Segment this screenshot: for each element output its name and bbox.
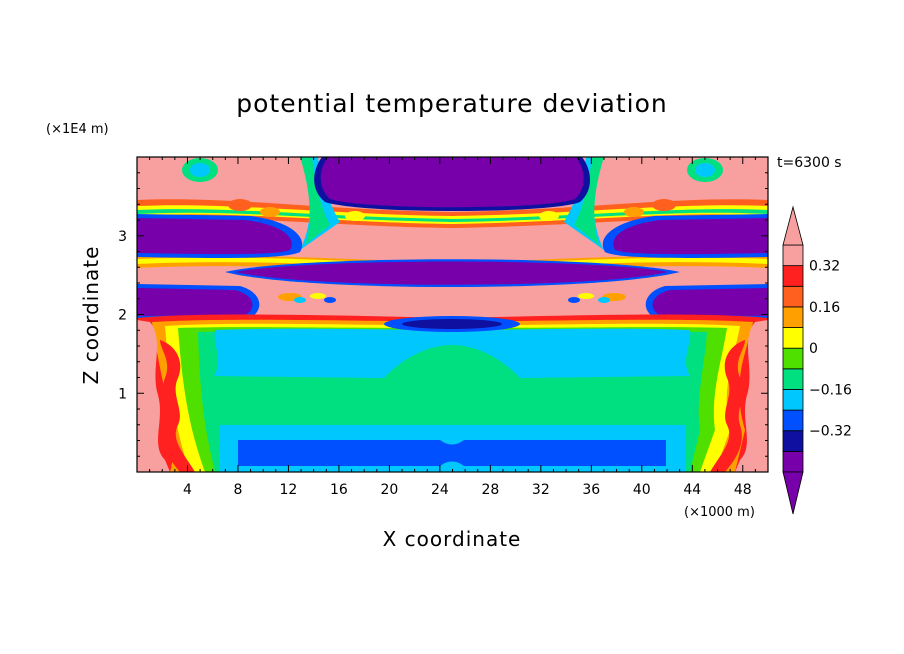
- colorbar-segment: [782, 347, 804, 370]
- colorbar-segment: [782, 285, 804, 308]
- colorbar-segment: [782, 244, 804, 267]
- colorbar-segment: [782, 389, 804, 411]
- central-small-negative-cell: [402, 319, 502, 329]
- colorbar-segment: [782, 409, 804, 432]
- x-tick-label: 24: [431, 482, 449, 498]
- colorbar-segment: [782, 450, 804, 473]
- x-tick-label: 8: [233, 482, 242, 498]
- y-tick-label: 1: [118, 386, 127, 402]
- y-tick-label: 2: [118, 308, 127, 324]
- right-lower-red-tongue: [710, 340, 745, 472]
- colorbar-segment: [782, 265, 804, 287]
- contour-field: [137, 157, 768, 472]
- colorbar-segment: [782, 368, 804, 390]
- x-unit-label: (×1000 m): [684, 505, 755, 520]
- colorbar-segment: [782, 327, 804, 349]
- x-tick-label: 48: [734, 482, 752, 498]
- time-label: t=6300 s: [777, 155, 842, 171]
- right-upper-negative-band: [613, 218, 768, 255]
- right-lower-negative-band: [652, 288, 768, 316]
- colorbar-tick-label: 0.16: [809, 300, 840, 316]
- upper-shear-band-red: [137, 199, 768, 228]
- right-plume-green: [574, 157, 604, 245]
- x-tick-label: 40: [633, 482, 651, 498]
- y-tick-label: 3: [118, 229, 127, 245]
- left-lower-red-tongue: [160, 340, 195, 472]
- x-tick-label: 28: [481, 482, 499, 498]
- left-lower-negative-band: [137, 288, 253, 316]
- x-tick-label: 44: [683, 482, 701, 498]
- near-surface-blue-band: [238, 440, 666, 466]
- central-negative-lens: [235, 261, 668, 285]
- x-tick-label: 36: [582, 482, 600, 498]
- x-tick-label: 4: [183, 482, 192, 498]
- x-tick-label: 20: [380, 482, 398, 498]
- colorbar: 0.32 0.16 0 −0.16 −0.32: [782, 205, 852, 515]
- mid-upper-yellow-band: [137, 257, 768, 268]
- colorbar-tick-label: 0.32: [809, 259, 840, 275]
- colorbar-segment: [782, 306, 804, 328]
- x-axis-ticks: 4 8 12 16 20 24 28 32 36 40 44 48: [149, 157, 756, 498]
- x-tick-label: 16: [330, 482, 348, 498]
- colorbar-tick-label: −0.32: [809, 424, 852, 440]
- chart-title: potential temperature deviation: [236, 89, 667, 118]
- x-tick-label: 12: [280, 482, 298, 498]
- left-warm-edge: [137, 320, 170, 472]
- colorbar-tick-label: −0.16: [809, 382, 852, 398]
- x-tick-label: 32: [532, 482, 550, 498]
- right-warm-edge: [735, 320, 768, 472]
- colorbar-extend-bottom: [782, 471, 804, 515]
- y-unit-label: (×1E4 m): [46, 122, 109, 137]
- upper-shear-band-green: [137, 209, 768, 222]
- colorbar-segment: [782, 430, 804, 452]
- upper-shear-band-yellow: [137, 205, 768, 224]
- left-plume-green: [300, 157, 330, 245]
- y-axis-label: Z coordinate: [79, 246, 103, 385]
- top-left-cyan-speck: [190, 163, 210, 177]
- cyan-layer: [214, 328, 691, 378]
- left-upper-negative-band: [137, 218, 292, 255]
- top-right-cyan-speck: [695, 163, 715, 177]
- upper-mid-negative-cell: [320, 157, 584, 208]
- colorbar-tick-label: 0: [809, 341, 818, 357]
- x-axis-label: X coordinate: [383, 527, 522, 551]
- colorbar-extend-top: [782, 205, 804, 246]
- y-axis-ticks: 1 2 3: [118, 172, 768, 457]
